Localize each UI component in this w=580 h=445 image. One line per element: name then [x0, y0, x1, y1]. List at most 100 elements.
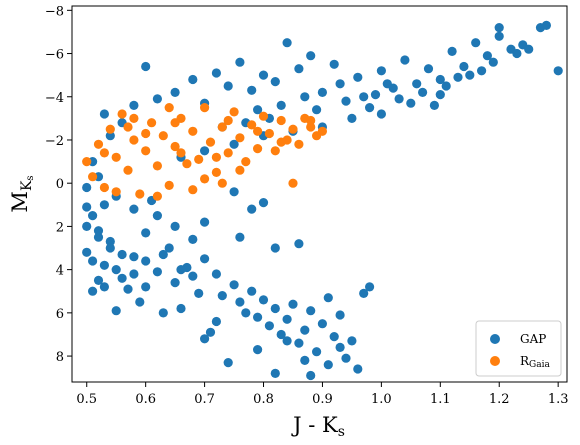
point-gap-106	[229, 187, 239, 197]
y-tick-label-2: −4	[45, 91, 64, 106]
point-gap-144	[453, 72, 463, 82]
x-axis-label-main: J - K	[291, 413, 338, 437]
y-tick-label-0: −8	[45, 4, 64, 19]
y-tick-label-1: −6	[45, 48, 64, 63]
point-gap-153	[312, 105, 322, 115]
point-rgaia-18	[188, 126, 198, 136]
point-gap-128	[111, 306, 121, 316]
point-rgaia-48	[235, 165, 245, 175]
point-gap-120	[205, 327, 216, 337]
point-gap-129	[99, 282, 109, 292]
x-tick-label-6: 1.1	[430, 392, 451, 407]
point-gap-131	[82, 202, 92, 212]
point-gap-96	[406, 98, 416, 108]
point-rgaia-9	[135, 189, 145, 199]
point-gap-68	[270, 77, 280, 87]
y-axis-ticks: −8 −6 −4 −2 0 2 4 6 8	[45, 4, 72, 365]
y-axis-label: MKs	[8, 175, 36, 212]
point-rgaia-7	[123, 165, 133, 175]
point-rgaia-35	[288, 124, 298, 134]
point-gap-33	[312, 347, 322, 357]
point-gap-145	[477, 66, 487, 76]
point-rgaia-19	[194, 154, 204, 164]
point-rgaia-17	[182, 159, 192, 169]
point-gap-67	[258, 70, 269, 80]
point-gap-28	[282, 314, 292, 324]
point-gap-134	[105, 243, 115, 253]
point-rgaia-29	[253, 144, 263, 154]
point-gap-60	[170, 87, 180, 97]
point-rgaia-5	[111, 152, 121, 162]
point-gap-41	[359, 288, 369, 298]
point-gap-18	[211, 269, 221, 279]
point-rgaia-41	[288, 178, 298, 188]
point-rgaia-0	[82, 157, 92, 167]
point-gap-43	[223, 358, 233, 368]
x-tick-label-7: 1.2	[489, 392, 510, 407]
point-gap-73	[329, 59, 339, 69]
point-rgaia-32	[270, 146, 280, 156]
point-gap-23	[253, 312, 263, 322]
point-rgaia-49	[200, 174, 210, 184]
point-gap-12	[152, 267, 162, 277]
point-gap-11	[141, 256, 151, 266]
point-rgaia-54	[223, 115, 233, 126]
x-tick-label-3: 0.8	[253, 392, 274, 407]
point-gap-133	[93, 226, 104, 236]
point-gap-50	[99, 200, 109, 210]
point-gap-34	[317, 319, 327, 329]
point-gap-121	[253, 345, 263, 355]
point-rgaia-22	[211, 167, 221, 177]
point-rgaia-43	[188, 185, 198, 195]
point-rgaia-6	[117, 109, 127, 119]
point-rgaia-28	[247, 120, 257, 130]
point-gap-79	[400, 55, 410, 65]
point-rgaia-10	[141, 146, 151, 156]
point-gap-111	[129, 204, 139, 214]
point-gap-39	[347, 336, 357, 346]
point-gap-82	[435, 74, 445, 85]
point-rgaia-3	[99, 182, 109, 193]
point-rgaia-50	[176, 148, 186, 158]
point-gap-7	[111, 265, 121, 275]
point-gap-9	[105, 236, 115, 247]
point-gap-138	[158, 249, 168, 260]
y-tick-label-7: 6	[56, 307, 64, 322]
point-gap-4	[99, 260, 109, 270]
point-rgaia-57	[306, 115, 316, 126]
point-rgaia-30	[258, 111, 269, 121]
point-gap-0	[82, 182, 92, 193]
point-gap-6	[88, 286, 98, 296]
point-gap-16	[188, 271, 198, 281]
point-gap-132	[88, 256, 98, 266]
point-rgaia-2	[93, 139, 104, 149]
point-rgaia-44	[164, 103, 174, 113]
y-tick-label-5: 2	[56, 220, 64, 235]
point-gap-75	[353, 72, 363, 82]
point-gap-117	[365, 282, 375, 292]
point-rgaia-40	[317, 126, 327, 136]
point-gap-64	[223, 81, 233, 91]
point-rgaia-14	[164, 180, 174, 190]
point-gap-71	[306, 51, 316, 61]
point-gap-109	[170, 221, 180, 231]
y-axis-label-sub: K	[19, 180, 35, 191]
point-gap-26	[270, 303, 280, 314]
point-gap-125	[241, 308, 251, 318]
legend-entry-rgaia-sub: Gaia	[529, 360, 550, 370]
point-gap-22	[247, 286, 257, 296]
point-rgaia-52	[99, 148, 109, 158]
point-gap-154	[300, 92, 310, 102]
point-rgaia-1	[88, 172, 98, 182]
point-gap-27	[276, 329, 286, 340]
point-gap-110	[152, 211, 162, 221]
x-tick-label-4: 0.9	[312, 392, 333, 407]
point-gap-3	[82, 247, 92, 257]
point-rgaia-33	[276, 115, 286, 126]
point-gap-103	[200, 146, 210, 156]
x-axis-label-sub: s	[338, 424, 345, 440]
point-gap-146	[488, 57, 498, 67]
point-rgaia-8	[129, 135, 139, 145]
point-gap-35	[323, 293, 333, 303]
